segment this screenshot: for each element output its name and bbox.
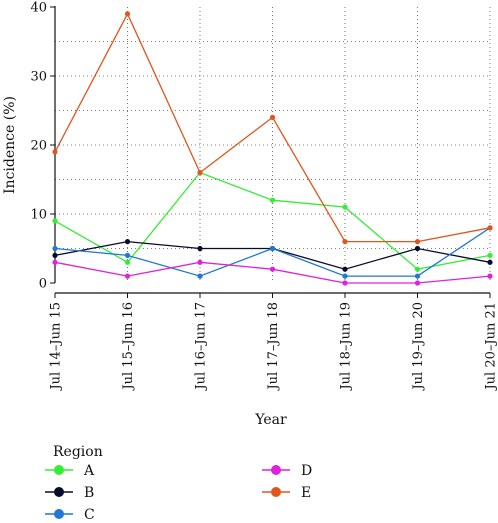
legend-marker [54,509,64,519]
legend-label: C [84,507,95,523]
y-tick-label: 0 [39,277,47,292]
legend-item-c: C [45,507,95,523]
legend-title: Region [53,444,103,460]
x-axis-ticks: Jul 14–Jun 15 Jul 15–Jun 16 Jul 16–Jun 17 J… [49,293,498,392]
series-a [52,170,493,272]
series-c [52,225,493,279]
data-point [124,252,131,258]
data-point [269,266,276,272]
data-point [487,252,493,258]
data-point [342,266,348,272]
x-tick-label: Jul 16–Jun 17 [194,302,209,392]
x-tick-label: Jul 19–Jun 20 [411,302,426,392]
data-point [52,245,58,252]
legend-item-d: D [262,463,312,479]
legend-marker [54,487,64,497]
data-point [487,225,493,231]
data-point [124,11,131,17]
grid-lines [55,7,491,283]
data-point [197,170,203,176]
x-tick-label: Jul 15–Jun 16 [121,302,136,392]
y-tick-label: 20 [30,139,47,154]
data-point [52,252,58,258]
data-point [342,280,348,286]
legend-label: D [301,463,312,479]
series-lines [52,11,493,286]
data-point [414,273,421,279]
data-point [414,239,421,245]
x-axis-title: Year [254,412,287,428]
series-e [52,11,493,245]
x-tick-label: Jul 14–Jun 15 [49,302,64,392]
legend-item-b: B [45,485,94,501]
y-tick-label: 30 [30,70,47,85]
data-point [414,245,421,252]
data-point [197,273,203,279]
legend-label: E [301,485,311,501]
data-point [124,273,131,279]
series-d [52,259,493,286]
data-point [342,273,348,279]
data-point [342,204,348,210]
data-point [487,273,493,279]
data-point [487,259,493,265]
y-tick-label: 10 [30,208,47,223]
data-point [52,218,58,224]
legend-item-e: E [262,485,311,501]
data-point [414,280,421,286]
data-point [52,259,58,265]
legend-marker [54,465,64,475]
legend: ABC DE [45,463,312,523]
data-point [269,197,276,203]
x-tick-label: Jul 18–Jun 19 [339,302,354,392]
data-point [197,245,203,252]
data-point [52,149,58,155]
legend-marker [271,465,281,475]
legend-label: A [83,463,95,479]
x-tick-label: Jul 17–Jun 18 [266,302,281,392]
data-point [269,245,276,252]
y-tick-label: 40 [30,1,47,16]
data-point [342,239,348,245]
data-point [269,114,276,120]
y-axis-ticks: 0 10 20 30 40 [30,1,55,292]
legend-label: B [84,485,94,501]
legend-marker [271,487,281,497]
data-point [124,259,131,265]
legend-item-a: A [45,463,95,479]
data-point [124,239,131,245]
y-axis-title: Incidence (%) [2,96,18,194]
x-tick-label: Jul 20–Jun 21 [484,302,498,392]
data-point [197,259,203,265]
data-point [414,266,421,272]
